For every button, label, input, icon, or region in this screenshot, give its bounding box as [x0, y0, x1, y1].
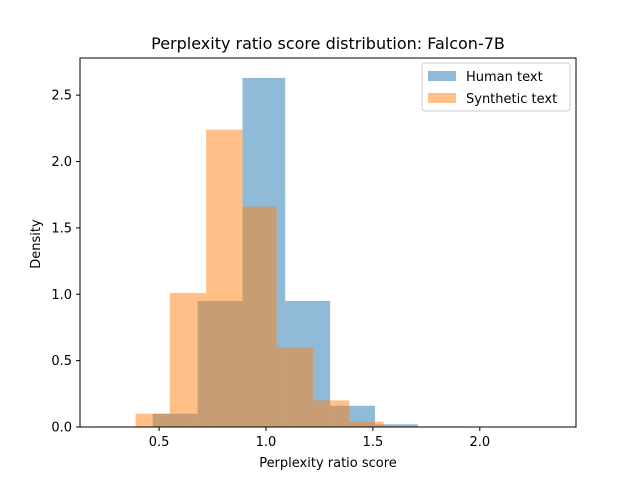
- x-axis-label: Perplexity ratio score: [259, 456, 397, 471]
- x-tick-label: 1.0: [256, 435, 277, 450]
- y-tick-label: 0.5: [51, 354, 72, 369]
- x-tick-label: 0.5: [149, 435, 170, 450]
- bars-layer: [99, 77, 463, 428]
- y-tick-label: 2.0: [51, 155, 72, 170]
- y-tick-label: 0.0: [51, 421, 72, 436]
- legend-swatch: [428, 71, 456, 81]
- y-tick-label: 1.5: [51, 221, 72, 236]
- y-tick-label: 1.0: [51, 288, 72, 303]
- axes-layer: 0.5 1.0 1.5 2.0 0.0 0.5 1.0 1.5 2.0 2.5: [51, 57, 577, 450]
- bar-synthetic-3: [206, 129, 243, 427]
- bar-human-5: [375, 424, 418, 427]
- legend-label: Synthetic text: [466, 92, 557, 107]
- legend: Human text Synthetic text: [421, 62, 571, 112]
- y-axis-label: Density: [29, 219, 44, 269]
- x-tick-label: 1.5: [363, 435, 384, 450]
- bar-synthetic-2: [169, 292, 207, 427]
- chart-title: Perplexity ratio score distribution: Fal…: [151, 34, 505, 53]
- x-tick-label: 2.0: [469, 435, 490, 450]
- bar-synthetic-5: [276, 347, 314, 427]
- bar-synthetic-4: [242, 206, 277, 427]
- bar-synthetic-7: [349, 421, 384, 427]
- legend-box: [421, 62, 571, 112]
- bar-synthetic-1: [135, 413, 170, 427]
- plot-frame: [79, 57, 577, 428]
- y-tick-label: 2.5: [51, 89, 72, 104]
- bar-synthetic-6: [313, 400, 350, 427]
- legend-swatch: [428, 93, 456, 103]
- legend-label: Human text: [466, 70, 543, 85]
